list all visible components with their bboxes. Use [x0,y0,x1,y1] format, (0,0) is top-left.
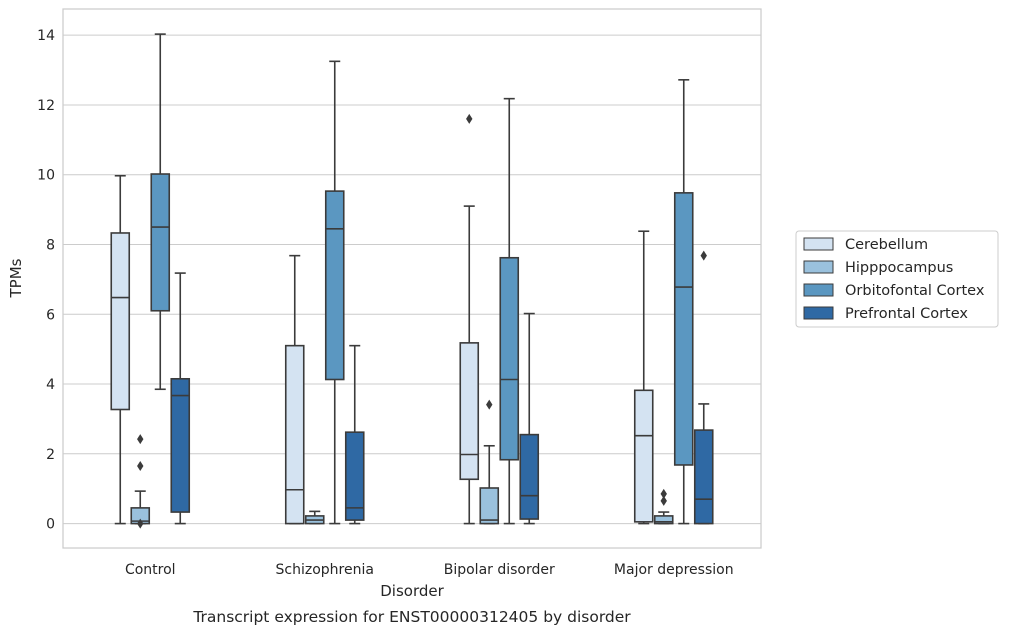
legend-swatch [803,283,834,297]
x-axis-title: Disorder [380,582,444,600]
legend-swatch [803,237,834,251]
box-iqr [459,342,480,481]
legend-label: Hipppocampus [845,260,953,276]
outlier-point [137,461,144,472]
legend-swatch [803,306,834,320]
box-iqr [653,515,674,525]
y-tick-label: 8 [46,237,55,253]
box [344,344,365,525]
box [499,97,520,525]
box-iqr [324,190,345,381]
box-iqr [344,431,365,521]
outlier-point [137,434,144,445]
legend-label: Prefrontal Cortex [845,306,968,322]
box-iqr [170,377,191,513]
legend-swatch [803,260,834,274]
box-iqr [673,192,694,466]
legend-label: Cerebellum [845,237,928,253]
series-hipppocampus [130,399,674,529]
y-tick-label: 4 [46,377,55,393]
box-iqr [519,433,540,520]
box [479,399,500,525]
legend-frame [795,230,999,328]
y-tick-labels: 0 2 4 6 8 10 12 14 [37,28,55,532]
y-tick-label: 10 [37,168,55,184]
y-axis-title: TPMs [7,258,25,298]
box [324,60,345,525]
x-tick-label: Major depression [614,562,734,578]
outlier-point [700,250,707,261]
box [130,434,151,529]
box-iqr [693,429,714,525]
y-tick-label: 12 [37,98,55,114]
outlier-point [660,488,667,499]
legend: Cerebellum Hipppocampus Orbitofontal Corte… [795,230,999,328]
series-cerebellum [110,113,654,525]
box-iqr [110,232,131,411]
x-tick-labels: Control Schizophrenia Bipolar disorder Majo… [125,562,734,578]
box [150,33,171,391]
box-iqr [633,389,654,523]
box [110,174,131,525]
box [633,230,654,525]
outlier-point [466,113,473,124]
y-tick-label: 2 [46,447,55,463]
box [693,250,714,525]
outlier-point [660,495,667,506]
box [653,488,674,525]
chart-caption: Transcript expression for ENST0000031240… [192,608,631,626]
series-orbitofontal-cortex [150,33,694,525]
box-iqr [499,256,520,461]
box [170,272,191,525]
outlier-point [486,399,493,410]
outlier-point [137,518,144,529]
x-tick-label: Bipolar disorder [444,562,555,578]
legend-label: Orbitofontal Cortex [845,283,985,299]
y-tick-label: 14 [37,28,55,44]
series-prefrontal-cortex [170,250,714,525]
box-iqr [479,487,500,525]
box-series [110,33,714,529]
y-tick-label: 0 [46,517,55,533]
box [519,312,540,525]
box-iqr [284,344,305,525]
x-tick-label: Control [125,562,176,578]
box [459,113,480,525]
box [284,254,305,525]
box [673,79,694,525]
box [304,510,325,525]
y-tick-label: 6 [46,307,55,323]
box-iqr [150,173,171,312]
x-tick-label: Schizophrenia [276,562,374,578]
